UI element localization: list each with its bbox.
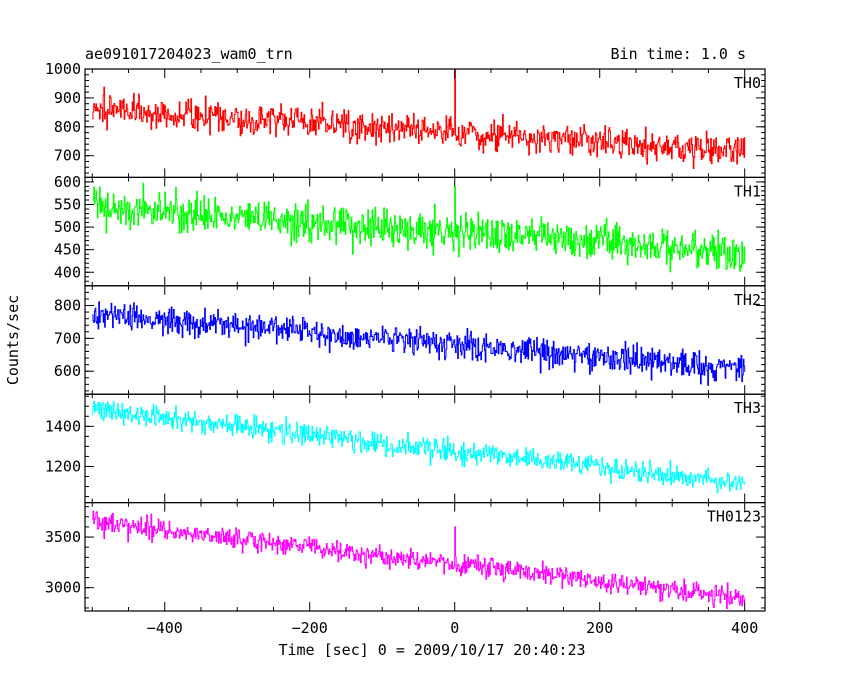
x-tick-label: 400 [731, 619, 758, 637]
y-tick-label: 400 [54, 263, 81, 281]
panel-frame [84, 285, 766, 395]
y-tick-label: 800 [54, 297, 81, 315]
panel-label-th2: TH2 [734, 291, 761, 309]
panel-label-th1: TH1 [734, 182, 761, 200]
y-tick-label: 1400 [45, 417, 81, 435]
series-line-th3 [92, 400, 746, 494]
y-tick-label: 900 [54, 89, 81, 107]
panel-frame [84, 502, 766, 612]
y-tick-label: 600 [54, 173, 81, 191]
panel-th1: 400 450 500 550 600 TH1 [54, 173, 766, 287]
panel-th2: 600 700 800 TH2 [54, 285, 766, 395]
x-tick-label: 0 [450, 619, 459, 637]
panel-label-th3: TH3 [734, 399, 761, 417]
panel-label-th0123: TH0123 [707, 508, 761, 526]
y-tick-label: 1000 [45, 60, 81, 78]
y-tick-label: 3500 [45, 528, 81, 546]
panel-th3: 1200 1400 TH3 [45, 393, 766, 504]
y-tick-label: 600 [54, 362, 81, 380]
bin-time-label: Bin time: 1.0 s [611, 45, 746, 63]
series-line-th2 [92, 301, 746, 386]
x-tick-label: −200 [292, 619, 328, 637]
panel-frame [84, 393, 766, 504]
panel-label-th0: TH0 [734, 74, 761, 92]
x-axis-label: Time [sec] 0 = 2009/10/17 20:40:23 [278, 641, 585, 659]
y-tick-label: 550 [54, 196, 81, 214]
x-axis: −400 −200 0 200 400 [147, 619, 759, 637]
y-tick-label: 700 [54, 147, 81, 165]
y-tick-label: 3000 [45, 579, 81, 597]
y-tick-label: 500 [54, 218, 81, 236]
panel-th0123: 3000 3500 TH0123 [45, 502, 766, 612]
chart-title: ae091017204023_wam0_trn [85, 45, 293, 63]
y-tick-label: 700 [54, 329, 81, 347]
y-axis-label: Counts/sec [4, 295, 22, 385]
series-line-th0123 [92, 510, 746, 610]
y-tick-label: 450 [54, 241, 81, 259]
y-tick-label: 800 [54, 118, 81, 136]
x-tick-label: 200 [586, 619, 613, 637]
series-line-th1 [92, 182, 746, 273]
x-tick-label: −400 [147, 619, 183, 637]
y-tick-label: 1200 [45, 457, 81, 475]
panels-group: 7008009001000TH0400450500550600TH1600700… [45, 60, 766, 612]
series-line-th0 [92, 69, 746, 169]
panel-th0: 700 800 900 1000 TH0 [45, 60, 766, 179]
